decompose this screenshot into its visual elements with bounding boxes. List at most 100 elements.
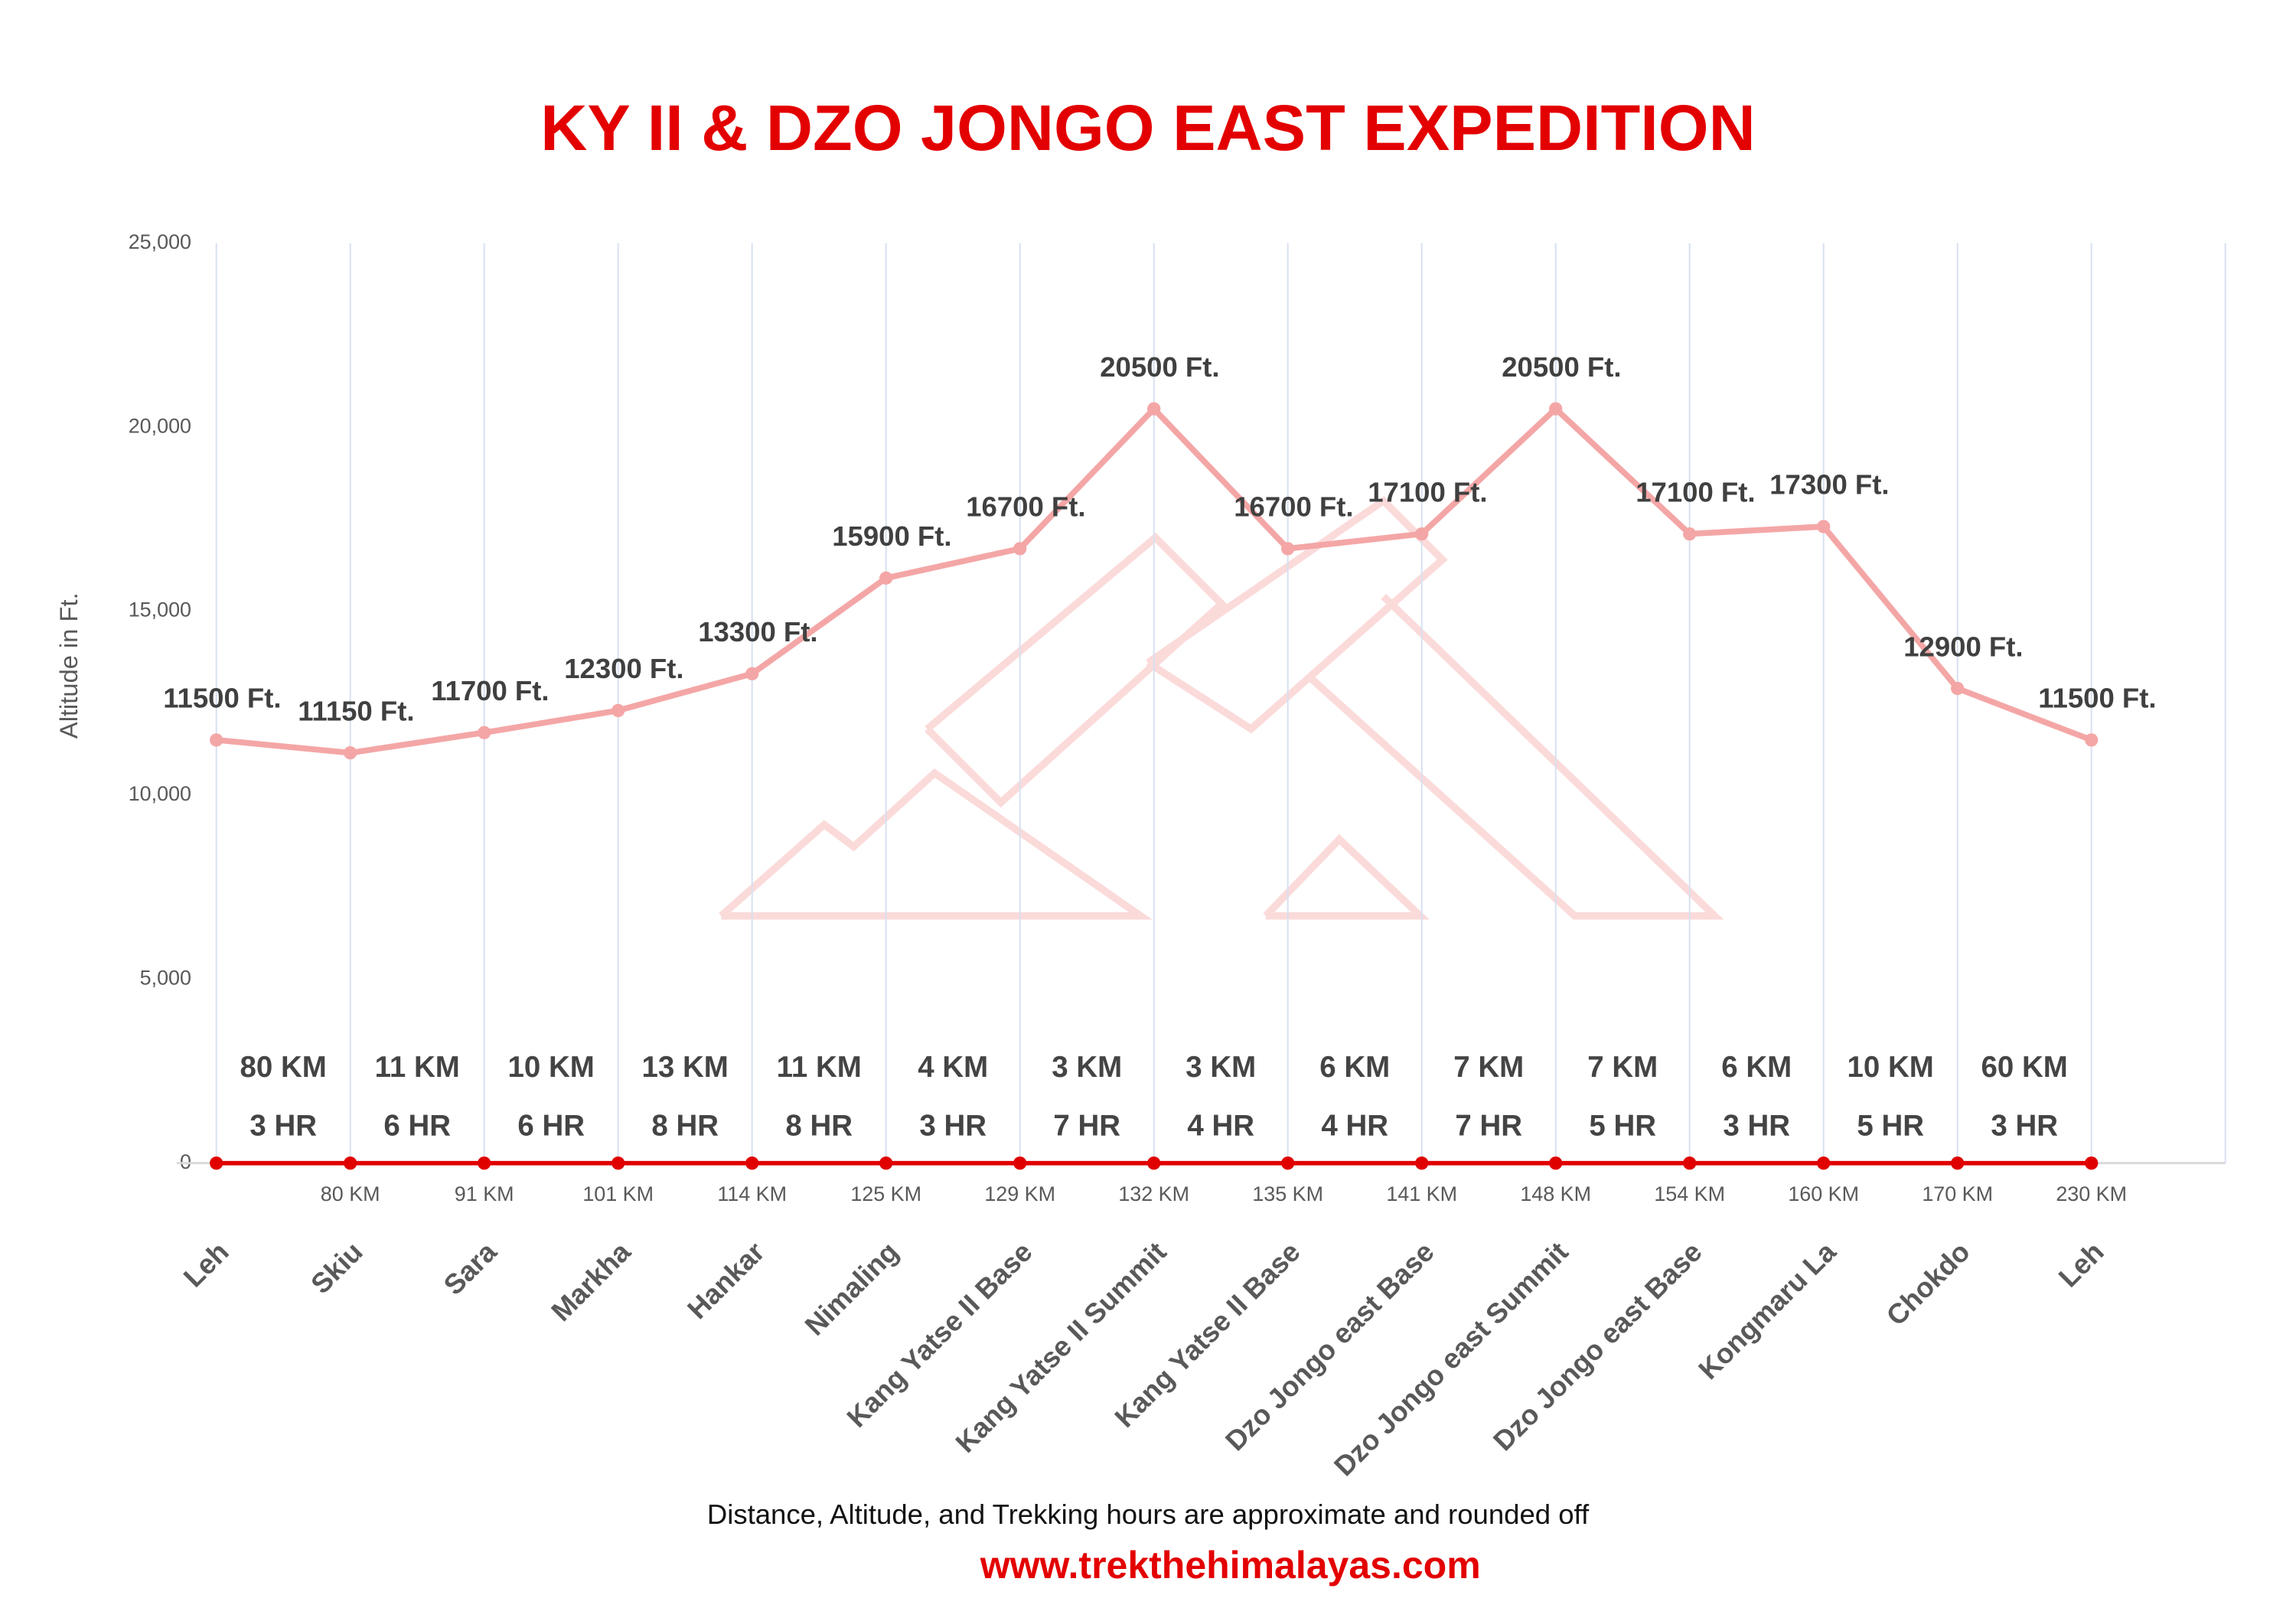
data-point: [1683, 527, 1697, 541]
y-tick-label: 25,000: [129, 230, 191, 253]
segment-hours: 6 HR: [517, 1110, 585, 1143]
distance-label: 148 KM: [1520, 1182, 1591, 1205]
y-axis-label: Altitude in Ft.: [54, 592, 83, 739]
chart-title: KY II & DZO JONGO EAST EXPEDITION: [540, 91, 1755, 164]
data-point: [1147, 1156, 1161, 1170]
segment-distance: 3 KM: [1186, 1051, 1256, 1084]
segment-distance: 7 KM: [1453, 1051, 1524, 1084]
data-point: [1415, 527, 1429, 541]
data-point: [879, 571, 893, 585]
segment-hours: 3 HR: [1723, 1110, 1790, 1143]
data-point: [478, 726, 491, 739]
segment-distance: 7 KM: [1587, 1051, 1658, 1084]
data-point: [1013, 1156, 1027, 1170]
segment-hours: 5 HR: [1857, 1110, 1924, 1143]
distance-label: 80 KM: [321, 1182, 380, 1205]
data-label: 17100 Ft.: [1368, 476, 1487, 507]
y-tick-label: 10,000: [129, 782, 191, 805]
distance-label: 132 KM: [1118, 1182, 1189, 1205]
data-point: [879, 1156, 893, 1170]
distance-label: 125 KM: [850, 1182, 921, 1205]
data-label: 17100 Ft.: [1636, 476, 1755, 507]
y-tick-label: 0: [180, 1150, 191, 1173]
distance-label: 141 KM: [1386, 1182, 1457, 1205]
segment-hours: 3 HR: [249, 1110, 317, 1143]
distance-label: 135 KM: [1252, 1182, 1323, 1205]
distance-label: 154 KM: [1654, 1182, 1725, 1205]
segment-distance: 4 KM: [918, 1051, 988, 1084]
data-point: [1549, 1156, 1563, 1170]
segment-distance: 11 KM: [375, 1051, 460, 1084]
distance-label: 91 KM: [455, 1182, 514, 1205]
data-label: 13300 Ft.: [698, 616, 817, 647]
segment-hours: 5 HR: [1589, 1110, 1656, 1143]
data-point: [1549, 402, 1563, 416]
data-label: 16700 Ft.: [1234, 491, 1353, 523]
data-label: 20500 Ft.: [1502, 351, 1621, 383]
data-label: 11700 Ft.: [431, 675, 549, 706]
data-label: 11500 Ft.: [2038, 683, 2156, 714]
segment-distance: 11 KM: [777, 1051, 862, 1084]
data-point: [1415, 1156, 1429, 1170]
data-point: [2085, 733, 2099, 747]
data-point: [1013, 542, 1027, 556]
segment-distance: 10 KM: [1848, 1051, 1934, 1084]
y-tick-label: 5,000: [140, 966, 191, 989]
segment-distance: 6 KM: [1721, 1051, 1792, 1084]
data-label: 20500 Ft.: [1100, 351, 1219, 383]
data-point: [344, 746, 357, 760]
segment-distance: 13 KM: [642, 1051, 729, 1084]
data-point: [210, 733, 223, 747]
data-point: [1951, 681, 1965, 696]
website: www.trekthehimalayas.com: [980, 1544, 1481, 1587]
data-label: 11500 Ft.: [163, 683, 281, 714]
segment-distance: 80 KM: [240, 1051, 327, 1084]
y-tick-label: 15,000: [129, 599, 191, 621]
segment-hours: 6 HR: [383, 1110, 451, 1143]
data-label: 11150 Ft.: [298, 695, 414, 726]
footnote: Distance, Altitude, and Trekking hours a…: [707, 1499, 1590, 1530]
segment-distance: 3 KM: [1052, 1051, 1122, 1084]
segment-distance: 10 KM: [508, 1051, 595, 1084]
segment-hours: 3 HR: [1991, 1110, 2058, 1143]
data-point: [1817, 520, 1831, 533]
distance-label: 114 KM: [717, 1182, 787, 1205]
data-point: [2085, 1156, 2099, 1170]
data-point: [1147, 402, 1161, 416]
distance-label: 170 KM: [1922, 1182, 1993, 1205]
data-point: [1281, 542, 1295, 556]
distance-label: 101 KM: [582, 1182, 654, 1205]
segment-hours: 7 HR: [1455, 1110, 1522, 1143]
segment-hours: 7 HR: [1053, 1110, 1120, 1143]
data-point: [1683, 1156, 1697, 1170]
segment-hours: 4 HR: [1321, 1110, 1388, 1143]
data-point: [210, 1156, 223, 1170]
data-label: 15900 Ft.: [832, 520, 951, 552]
data-point: [612, 703, 625, 718]
distance-label: 230 KM: [2056, 1182, 2127, 1205]
data-point: [1281, 1156, 1295, 1170]
data-label: 17300 Ft.: [1769, 469, 1889, 501]
segment-hours: 8 HR: [651, 1110, 719, 1143]
data-point: [745, 1156, 759, 1170]
distance-label: 129 KM: [984, 1182, 1055, 1205]
distance-label: 160 KM: [1788, 1182, 1859, 1205]
segment-hours: 3 HR: [919, 1110, 987, 1143]
data-label: 12900 Ft.: [1903, 631, 2023, 662]
data-point: [344, 1156, 357, 1170]
watermark: [719, 496, 1724, 920]
data-point: [745, 667, 759, 680]
segment-hours: 8 HR: [785, 1110, 853, 1143]
segment-distance: 6 KM: [1319, 1051, 1390, 1084]
y-tick-label: 20,000: [129, 414, 191, 437]
data-point: [478, 1156, 491, 1170]
data-point: [1817, 1156, 1831, 1170]
data-label: 16700 Ft.: [966, 491, 1085, 523]
data-label: 12300 Ft.: [564, 653, 683, 684]
data-point: [612, 1156, 625, 1170]
segment-distance: 60 KM: [1981, 1051, 2068, 1084]
data-point: [1951, 1156, 1965, 1170]
segment-hours: 4 HR: [1187, 1110, 1254, 1143]
